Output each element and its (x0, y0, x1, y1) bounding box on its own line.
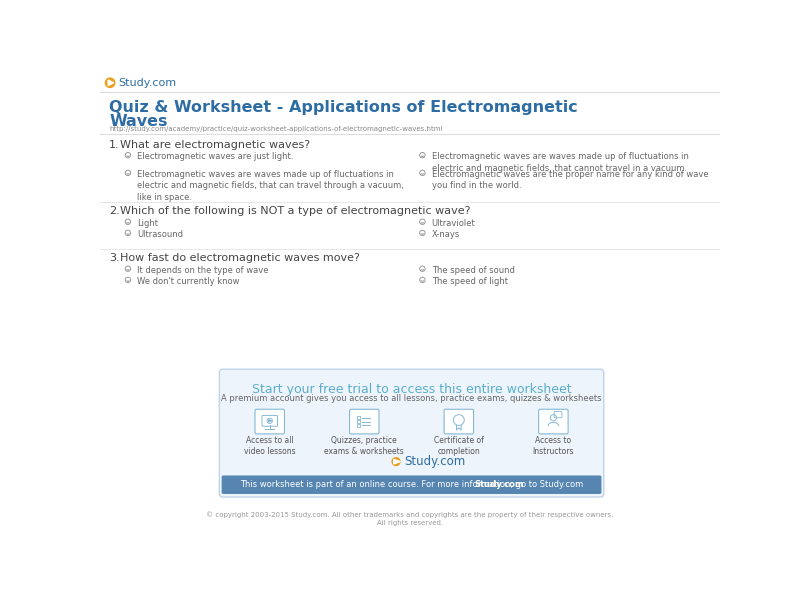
Text: Electromagnetic waves are the proper name for any kind of wave
you find in the w: Electromagnetic waves are the proper nam… (432, 170, 708, 190)
Text: Ultraviolet: Ultraviolet (432, 218, 475, 227)
Text: 2.: 2. (110, 206, 120, 217)
FancyBboxPatch shape (219, 369, 604, 497)
Text: This worksheet is part of an online course. For more information, go to Study.co: This worksheet is part of an online cour… (240, 480, 583, 489)
Text: Study.com: Study.com (404, 455, 465, 468)
Text: Study.com: Study.com (118, 78, 177, 88)
Text: What are electromagnetic waves?: What are electromagnetic waves? (120, 140, 310, 150)
FancyBboxPatch shape (222, 475, 602, 494)
Text: http://study.com/academy/practice/quiz-worksheet-applications-of-electromagnetic: http://study.com/academy/practice/quiz-w… (110, 126, 443, 132)
Text: 3.: 3. (110, 253, 120, 263)
Text: How fast do electromagnetic waves move?: How fast do electromagnetic waves move? (120, 253, 360, 263)
Text: Electromagnetic waves are waves made up of fluctuations in
electric and magnetic: Electromagnetic waves are waves made up … (138, 170, 404, 202)
FancyBboxPatch shape (444, 409, 474, 434)
Text: Access to all
video lessons: Access to all video lessons (244, 436, 295, 457)
Text: Access to
Instructors: Access to Instructors (533, 436, 574, 457)
Text: Waves: Waves (110, 113, 168, 128)
Text: The speed of sound: The speed of sound (432, 266, 514, 275)
Text: Certificate of
completion: Certificate of completion (434, 436, 484, 457)
Text: Light: Light (138, 218, 158, 227)
Text: Ultrasound: Ultrasound (138, 230, 183, 239)
Text: The speed of light: The speed of light (432, 277, 508, 286)
Text: Start your free trial to access this entire worksheet: Start your free trial to access this ent… (252, 383, 571, 396)
FancyBboxPatch shape (350, 409, 379, 434)
Polygon shape (269, 419, 272, 422)
FancyBboxPatch shape (255, 409, 285, 434)
Circle shape (391, 457, 401, 466)
Text: Electromagnetic waves are waves made up of fluctuations in
electric and magnetic: Electromagnetic waves are waves made up … (432, 152, 689, 173)
Text: Quizzes, practice
exams & worksheets: Quizzes, practice exams & worksheets (325, 436, 404, 457)
Text: 1.: 1. (110, 140, 120, 150)
Text: Study.com: Study.com (474, 480, 524, 489)
FancyBboxPatch shape (538, 409, 568, 434)
Polygon shape (394, 460, 400, 464)
Text: Which of the following is NOT a type of electromagnetic wave?: Which of the following is NOT a type of … (120, 206, 470, 217)
Text: It depends on the type of wave: It depends on the type of wave (138, 266, 269, 275)
Polygon shape (108, 80, 114, 85)
Text: Quiz & Worksheet - Applications of Electromagnetic: Quiz & Worksheet - Applications of Elect… (110, 100, 578, 115)
Text: A premium account gives you access to all lessons, practice exams, quizzes & wor: A premium account gives you access to al… (222, 394, 602, 403)
Text: We don't currently know: We don't currently know (138, 277, 240, 286)
Text: © copyright 2003-2015 Study.com. All other trademarks and copyrights are the pro: © copyright 2003-2015 Study.com. All oth… (206, 511, 614, 526)
Text: Electromagnetic waves are just light.: Electromagnetic waves are just light. (138, 152, 294, 161)
Circle shape (105, 77, 115, 88)
Text: X-nays: X-nays (432, 230, 460, 239)
